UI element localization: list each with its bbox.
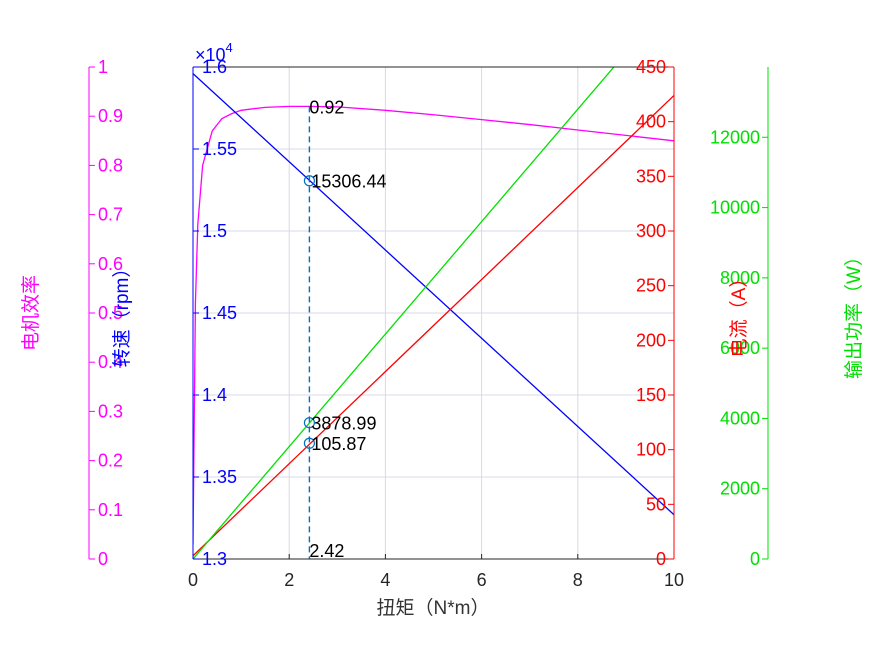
power-tick-label: 4000 [720, 408, 760, 428]
x-tick-label: 10 [664, 570, 684, 590]
efficiency-tick-label: 0.5 [98, 303, 123, 323]
efficiency-tick-label: 0.7 [98, 205, 123, 225]
current-tick-label: 250 [636, 276, 666, 296]
x-tick-label: 4 [380, 570, 390, 590]
speed-line [193, 73, 674, 516]
speed-tick-label: 1.5 [202, 221, 227, 241]
current-line [193, 94, 674, 557]
speed-axis-exponent-power: 4 [226, 40, 233, 55]
power-tick-label: 10000 [710, 198, 760, 218]
current-axis-label: 电流（A） [728, 269, 750, 358]
efficiency-tick-label: 0.2 [98, 451, 123, 471]
efficiency-line [193, 105, 674, 545]
series-layer [193, 67, 674, 559]
current-tick-label: 450 [636, 57, 666, 77]
efficiency-tick-label: 0.6 [98, 254, 123, 274]
efficiency-tick-label: 0 [98, 549, 108, 569]
speed-axis-exponent: ×104 [195, 40, 233, 65]
x-tick-label: 2 [284, 570, 294, 590]
x-tick-label: 8 [573, 570, 583, 590]
speed-axis-label: 转速（rpm） [111, 259, 133, 368]
current-tick-label: 0 [656, 549, 666, 569]
x-axis-label: 扭矩（N*m） [377, 597, 490, 619]
speed-tick-label: 1.35 [202, 467, 237, 487]
current-tick-label: 400 [636, 112, 666, 132]
speed-tick-label: 1.45 [202, 303, 237, 323]
annotation-label: 3878.99 [311, 414, 376, 434]
power-tick-label: 12000 [710, 127, 760, 147]
efficiency-tick-label: 0.8 [98, 155, 123, 175]
current-tick-label: 100 [636, 440, 666, 460]
annotation-marker [303, 437, 316, 449]
power-tick-label: 8000 [720, 268, 760, 288]
current-tick-label: 350 [636, 166, 666, 186]
speed-tick-label: 1.55 [202, 139, 237, 159]
annotation-marker [303, 417, 316, 429]
current-tick-label: 150 [636, 385, 666, 405]
efficiency-axis-label: 电机效率 [20, 275, 42, 351]
power-axis-label: 输出功率（W） [843, 247, 865, 379]
current-tick-label: 200 [636, 330, 666, 350]
x-tick-label: 6 [477, 570, 487, 590]
speed-axis-exponent-base: ×10 [195, 45, 226, 65]
speed-tick-label: 1.6 [202, 57, 227, 77]
efficiency-tick-label: 0.9 [98, 106, 123, 126]
current-tick-label: 50 [646, 494, 666, 514]
speed-tick-label: 1.3 [202, 549, 227, 569]
annotation-label: 2.42 [309, 541, 344, 561]
power-tick-label: 0 [750, 549, 760, 569]
efficiency-tick-label: 1 [98, 57, 108, 77]
efficiency-tick-label: 0.1 [98, 500, 123, 520]
efficiency-tick-label: 0.3 [98, 401, 123, 421]
efficiency-tick-label: 0.4 [98, 352, 123, 372]
power-tick-label: 6000 [720, 338, 760, 358]
axes-layer: 0 2 4 6 8 1000.10.20.30.40.50.60.70.80.911.31… [88, 57, 769, 590]
speed-tick-label: 1.4 [202, 385, 227, 405]
annotation-label: 15306.44 [311, 172, 386, 192]
annotation-label: 0.92 [309, 97, 344, 117]
power-tick-label: 2000 [720, 479, 760, 499]
current-tick-label: 300 [636, 221, 666, 241]
annotation-marker [303, 175, 316, 187]
annotation-label: 105.87 [311, 434, 366, 454]
power-line [193, 67, 615, 559]
x-tick-label: 0 [188, 570, 198, 590]
